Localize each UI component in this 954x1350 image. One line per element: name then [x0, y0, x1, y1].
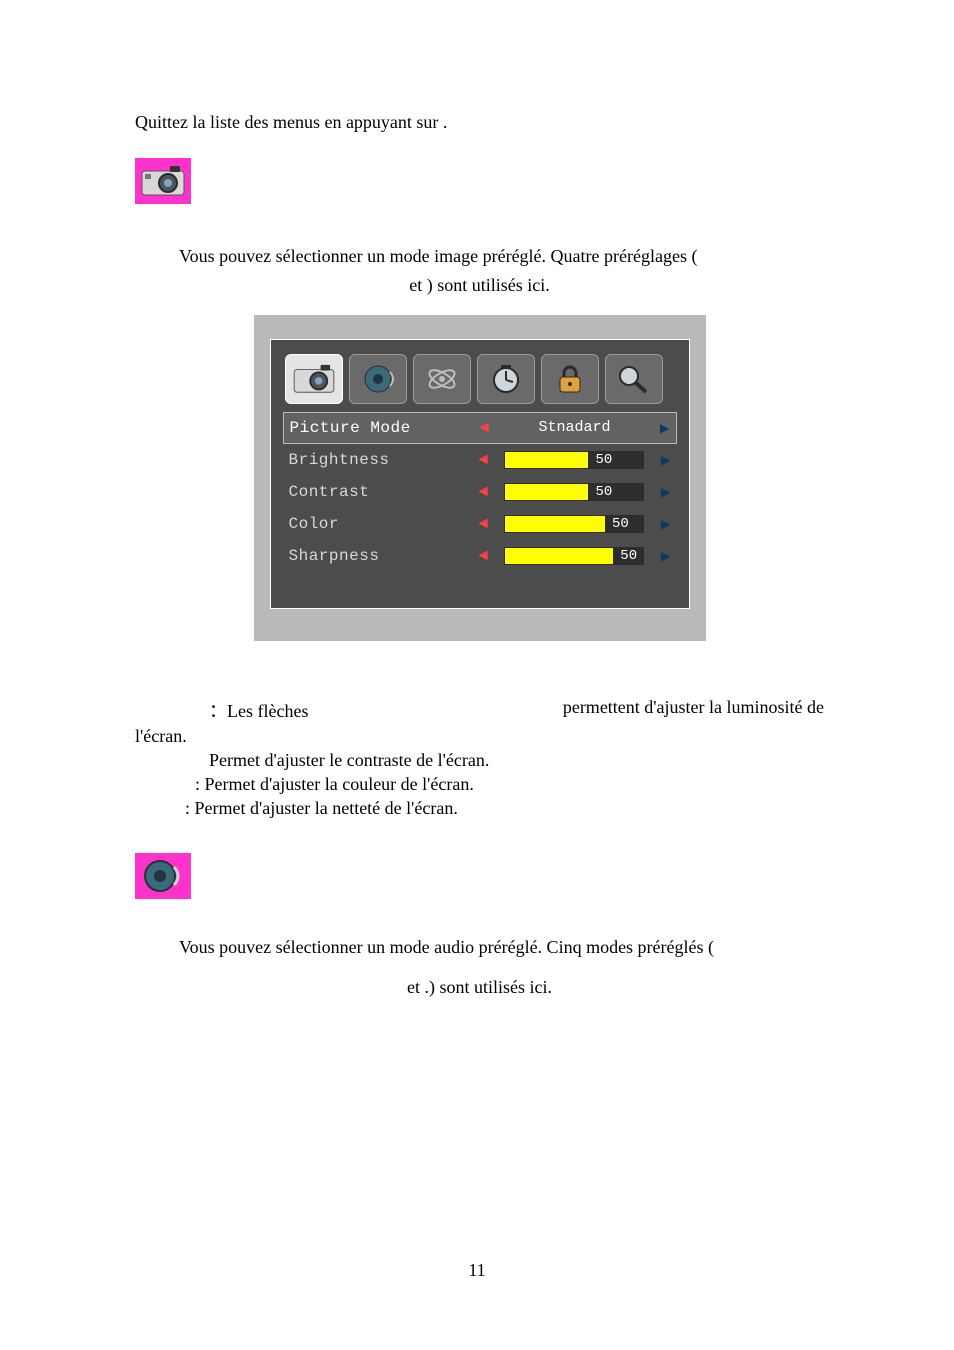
arrow-right-icon[interactable]: ▶: [661, 450, 671, 470]
osd-label: Picture Mode: [290, 419, 470, 437]
osd-row-brightness[interactable]: Brightness ◄ 50 ▶: [283, 444, 677, 476]
picture-mode-section-icon: [135, 158, 191, 204]
osd-slider: 50: [504, 451, 644, 469]
osd-label: Brightness: [289, 451, 469, 469]
osd-screenshot: Picture Mode ◄ Stnadard ▶ Brightness ◄ 5…: [254, 315, 706, 641]
arrow-right-icon[interactable]: ▶: [660, 418, 670, 438]
speaker-icon: [140, 856, 186, 896]
sound-mode-section-icon: [135, 853, 191, 899]
page-number: 11: [0, 1260, 954, 1281]
osd-tab-lock[interactable]: [541, 354, 599, 404]
osd-value: 50: [605, 516, 635, 532]
def-brightness-suffix: permettent d'ajuster la luminosité de: [563, 697, 824, 723]
lock-icon: [550, 362, 590, 396]
speaker-icon: [358, 362, 398, 396]
osd-tab-time[interactable]: [477, 354, 535, 404]
def-brightness-tail: l'écran.: [135, 726, 824, 747]
osd-label: Color: [289, 515, 469, 533]
picture-presets-line2: et ) sont utilisés ici.: [135, 273, 824, 297]
arrow-left-icon[interactable]: ◄: [479, 547, 489, 565]
def-contrast: Permet d'ajuster le contraste de l'écran…: [135, 750, 824, 771]
atom-icon: [422, 362, 462, 396]
sound-presets-line2: et .) sont utilisés ici.: [135, 975, 824, 999]
arrow-right-icon[interactable]: ▶: [661, 514, 671, 534]
osd-label: Sharpness: [289, 547, 469, 565]
osd-tab-search[interactable]: [605, 354, 663, 404]
osd-tab-options[interactable]: [413, 354, 471, 404]
osd-slider: 50: [504, 515, 644, 533]
osd-value: 50: [613, 548, 643, 564]
osd-label: Contrast: [289, 483, 469, 501]
arrow-left-icon[interactable]: ◄: [479, 483, 489, 501]
osd-value: Stnadard: [497, 419, 652, 436]
clock-icon: [486, 362, 526, 396]
def-color: : Permet d'ajuster la couleur de l'écran…: [135, 774, 824, 795]
osd-slider: 50: [504, 483, 644, 501]
sound-presets-line1: Vous pouvez sélectionner un mode audio p…: [135, 935, 824, 959]
arrow-right-icon[interactable]: ▶: [661, 546, 671, 566]
osd-tab-sound[interactable]: [349, 354, 407, 404]
osd-slider: 50: [504, 547, 644, 565]
magnifier-icon: [614, 362, 654, 396]
osd-tab-picture[interactable]: [285, 354, 343, 404]
picture-presets-line1: Vous pouvez sélectionner un mode image p…: [135, 244, 824, 268]
osd-value: 50: [588, 484, 618, 500]
def-brightness-prefix: ：Les flèches: [209, 697, 308, 723]
arrow-right-icon[interactable]: ▶: [661, 482, 671, 502]
osd-tab-bar: [283, 352, 677, 412]
arrow-left-icon[interactable]: ◄: [479, 515, 489, 533]
osd-row-color[interactable]: Color ◄ 50 ▶: [283, 508, 677, 540]
osd-row-contrast[interactable]: Contrast ◄ 50 ▶: [283, 476, 677, 508]
def-brightness: ：Les flèches permettent d'ajuster la lum…: [135, 697, 824, 723]
camera-icon: [292, 362, 336, 396]
osd-value: 50: [588, 452, 618, 468]
osd-row-picture-mode[interactable]: Picture Mode ◄ Stnadard ▶: [283, 412, 677, 444]
camera-icon: [140, 163, 186, 199]
quit-menus-text: Quittez la liste des menus en appuyant s…: [135, 110, 824, 134]
def-sharpness: : Permet d'ajuster la netteté de l'écran…: [135, 798, 824, 819]
osd-row-sharpness[interactable]: Sharpness ◄ 50 ▶: [283, 540, 677, 572]
arrow-left-icon[interactable]: ◄: [480, 419, 490, 437]
arrow-left-icon[interactable]: ◄: [479, 451, 489, 469]
